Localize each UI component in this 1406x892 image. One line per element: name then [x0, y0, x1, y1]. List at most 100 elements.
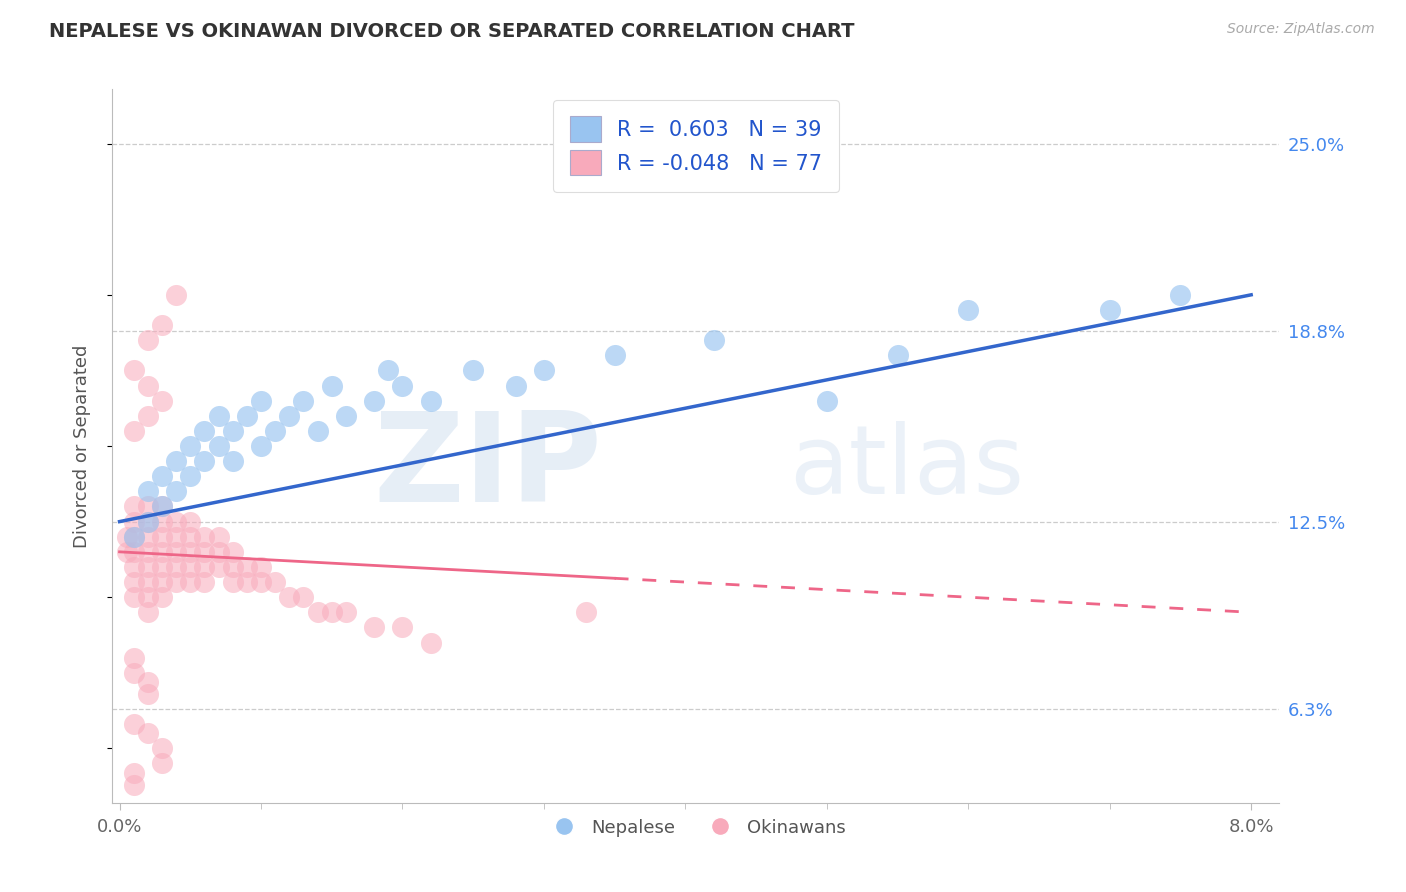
Point: [193, 530, 215, 544]
Point: [122, 717, 145, 731]
Point: [122, 575, 145, 590]
Point: [150, 575, 173, 590]
Point: [321, 605, 343, 619]
Point: [150, 469, 173, 483]
Text: atlas: atlas: [789, 421, 1025, 514]
Point: [122, 500, 145, 514]
Point: [207, 560, 229, 574]
Point: [391, 378, 413, 392]
Point: [886, 348, 908, 362]
Point: [122, 545, 145, 559]
Point: [122, 665, 145, 680]
Point: [179, 515, 201, 529]
Point: [122, 424, 145, 438]
Point: [533, 363, 555, 377]
Point: [236, 560, 259, 574]
Point: [136, 500, 159, 514]
Point: [122, 560, 145, 574]
Point: [136, 484, 159, 499]
Point: [463, 363, 485, 377]
Point: [193, 575, 215, 590]
Point: [207, 439, 229, 453]
Point: [703, 333, 725, 347]
Point: [165, 530, 187, 544]
Point: [321, 378, 343, 392]
Point: [222, 454, 245, 468]
Point: [136, 333, 159, 347]
Point: [115, 530, 138, 544]
Point: [179, 545, 201, 559]
Point: [292, 393, 315, 408]
Point: [122, 530, 145, 544]
Point: [193, 560, 215, 574]
Point: [136, 515, 159, 529]
Text: Source: ZipAtlas.com: Source: ZipAtlas.com: [1227, 22, 1375, 37]
Point: [363, 620, 385, 634]
Point: [505, 378, 527, 392]
Point: [136, 545, 159, 559]
Point: [150, 500, 173, 514]
Point: [179, 530, 201, 544]
Point: [136, 560, 159, 574]
Point: [222, 575, 245, 590]
Point: [122, 363, 145, 377]
Point: [207, 409, 229, 423]
Point: [278, 409, 301, 423]
Point: [603, 348, 626, 362]
Point: [377, 363, 399, 377]
Point: [250, 575, 273, 590]
Point: [136, 687, 159, 701]
Point: [250, 393, 273, 408]
Point: [136, 378, 159, 392]
Point: [136, 515, 159, 529]
Point: [236, 409, 259, 423]
Point: [575, 605, 598, 619]
Point: [335, 605, 357, 619]
Point: [150, 318, 173, 332]
Point: [165, 515, 187, 529]
Point: [419, 635, 441, 649]
Point: [278, 590, 301, 604]
Y-axis label: Divorced or Separated: Divorced or Separated: [73, 344, 91, 548]
Point: [150, 545, 173, 559]
Point: [136, 605, 159, 619]
Point: [122, 590, 145, 604]
Point: [150, 515, 173, 529]
Point: [122, 765, 145, 780]
Point: [957, 302, 980, 317]
Point: [150, 590, 173, 604]
Legend: Nepalese, Okinawans: Nepalese, Okinawans: [538, 812, 853, 844]
Point: [115, 545, 138, 559]
Point: [150, 741, 173, 756]
Point: [165, 575, 187, 590]
Text: ZIP: ZIP: [374, 407, 603, 528]
Point: [150, 500, 173, 514]
Point: [673, 167, 696, 181]
Point: [179, 469, 201, 483]
Point: [1170, 288, 1192, 302]
Point: [136, 530, 159, 544]
Point: [165, 454, 187, 468]
Point: [136, 575, 159, 590]
Point: [179, 439, 201, 453]
Point: [193, 545, 215, 559]
Point: [1098, 302, 1121, 317]
Point: [292, 590, 315, 604]
Point: [391, 620, 413, 634]
Point: [207, 530, 229, 544]
Point: [150, 756, 173, 771]
Point: [307, 605, 329, 619]
Point: [307, 424, 329, 438]
Point: [264, 424, 287, 438]
Point: [207, 545, 229, 559]
Point: [222, 545, 245, 559]
Point: [179, 575, 201, 590]
Point: [136, 674, 159, 689]
Point: [122, 650, 145, 665]
Point: [236, 575, 259, 590]
Point: [179, 560, 201, 574]
Point: [165, 560, 187, 574]
Point: [150, 393, 173, 408]
Point: [122, 530, 145, 544]
Point: [165, 288, 187, 302]
